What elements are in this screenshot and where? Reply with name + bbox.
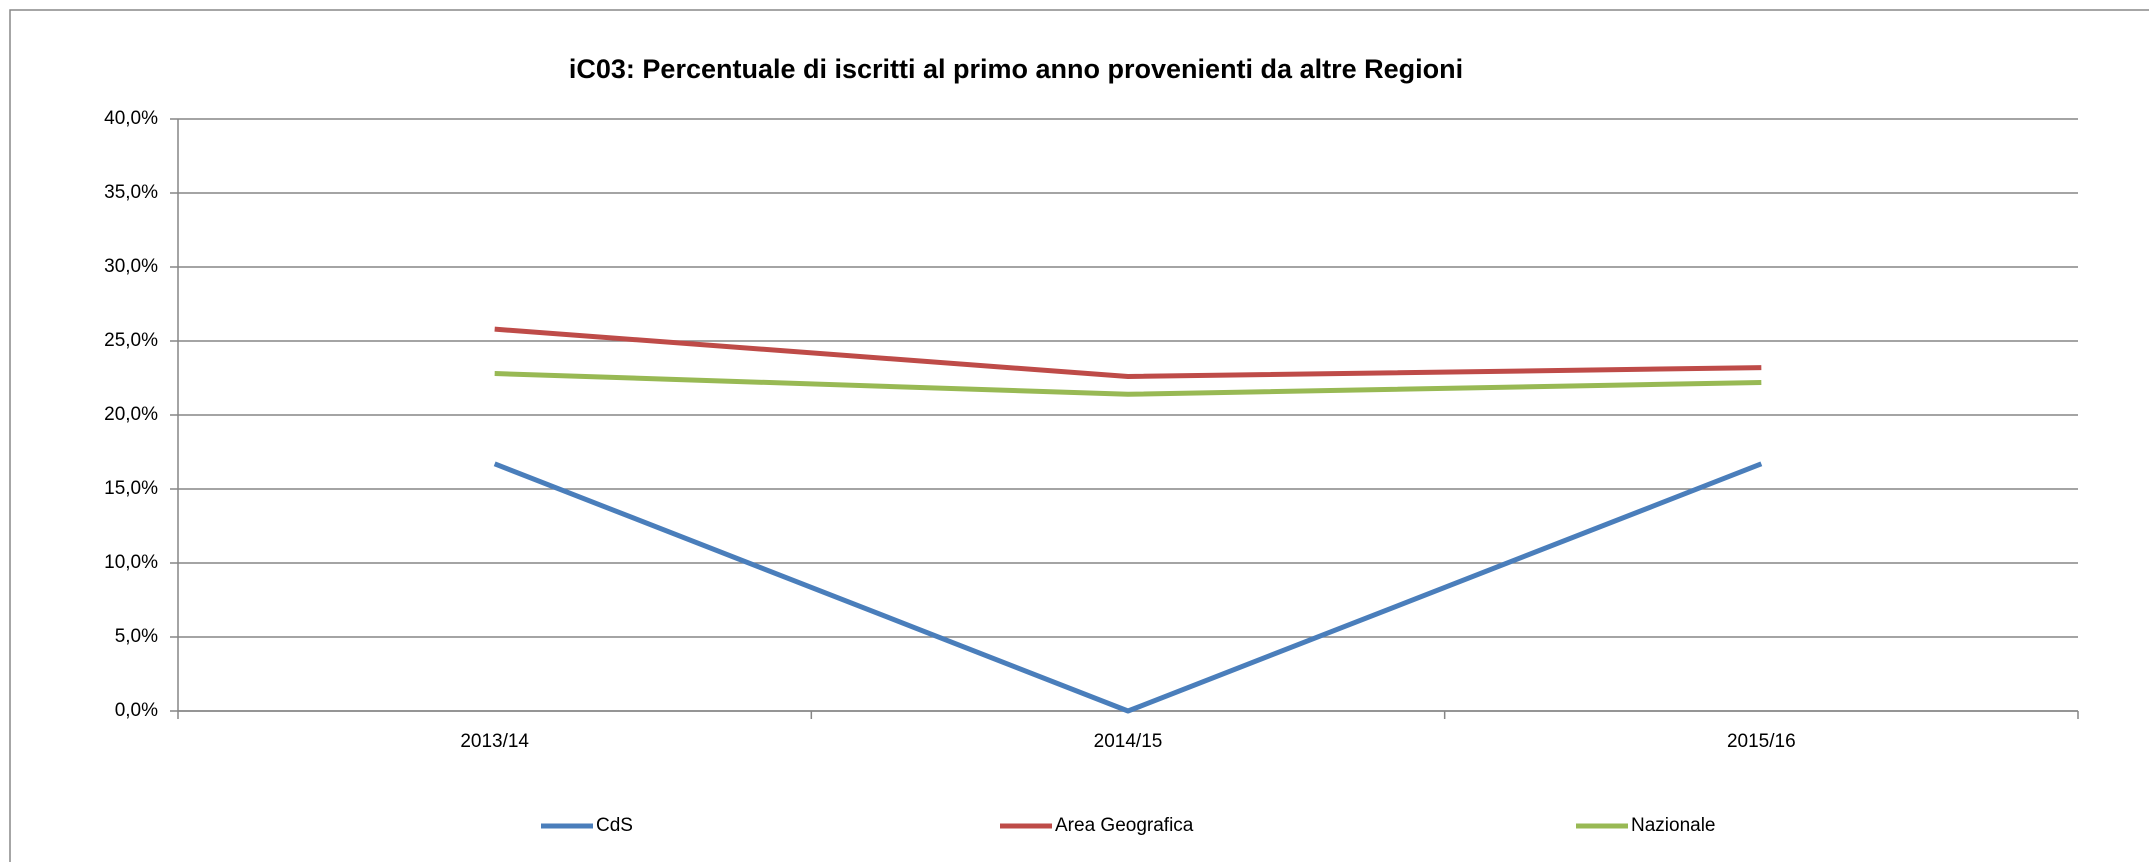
legend-label: CdS — [596, 815, 633, 836]
legend-label: Area Geografica — [1055, 815, 1194, 836]
y-tick-label: 20,0% — [104, 404, 158, 425]
x-tick-label: 2013/14 — [460, 731, 529, 752]
x-tick-label: 2015/16 — [1727, 731, 1796, 752]
y-tick-label: 5,0% — [115, 626, 158, 647]
line-series — [493, 461, 1763, 714]
y-tick-label: 35,0% — [104, 182, 158, 203]
chart-frame — [9, 9, 2149, 862]
y-tick-label: 0,0% — [115, 700, 158, 721]
y-tick-label: 30,0% — [104, 256, 158, 277]
line-series — [494, 371, 1762, 397]
x-tick-label: 2014/15 — [1094, 731, 1163, 752]
line-series — [494, 326, 1762, 380]
chart-title: iC03: Percentuale di iscritti al primo a… — [569, 54, 1463, 84]
y-tick-label: 10,0% — [104, 552, 158, 573]
y-tick-label: 40,0% — [104, 108, 158, 129]
y-tick-label: 25,0% — [104, 330, 158, 351]
y-tick-label: 15,0% — [104, 478, 158, 499]
legend-label: Nazionale — [1631, 815, 1716, 836]
